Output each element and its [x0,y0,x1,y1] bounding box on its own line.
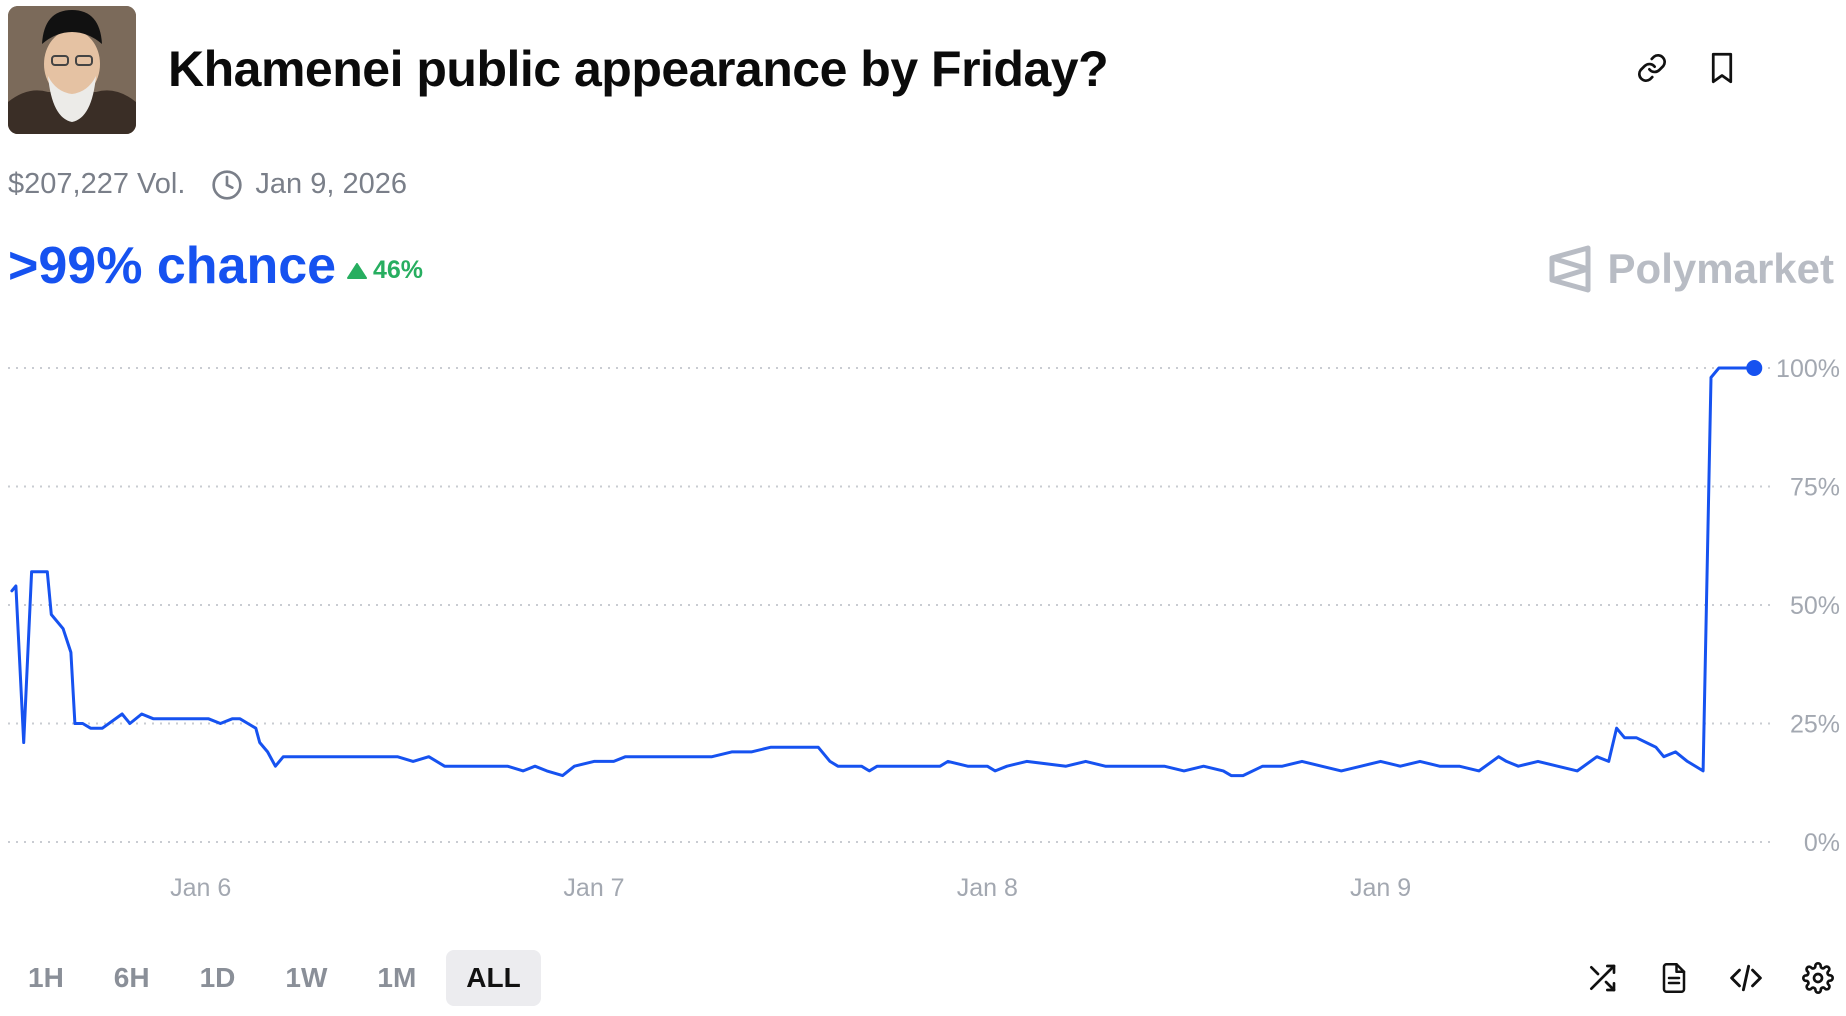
document-icon[interactable] [1654,958,1694,998]
chance-value: >99% chance [8,237,337,295]
polymarket-logo-icon [1549,245,1591,293]
y-tick-label: 0% [1804,829,1840,857]
brand-name: Polymarket [1607,245,1834,292]
end-date-text: Jan 9, 2026 [255,168,407,200]
x-tick-label: Jan 8 [957,874,1018,902]
time-range-selector: 1H 6H 1D 1W 1M ALL [8,950,551,1006]
gear-icon[interactable] [1798,958,1838,998]
link-icon[interactable] [1632,48,1672,88]
bookmark-icon[interactable] [1702,48,1742,88]
range-1d[interactable]: 1D [199,962,236,993]
series-end-point [1746,360,1763,376]
shuffle-icon[interactable] [1582,958,1622,998]
y-tick-label: 75% [1790,474,1840,502]
chance-change-value: 46% [373,256,424,284]
market-avatar [8,6,136,134]
y-tick-label: 25% [1790,711,1840,739]
x-tick-label: Jan 6 [170,874,231,902]
clock-icon [211,169,243,201]
range-1m[interactable]: 1M [377,962,417,993]
series-line [10,366,1756,778]
x-tick-label: Jan 7 [563,874,624,902]
market-title: Khamenei public appearance by Friday? [168,41,1109,97]
y-tick-label: 50% [1790,592,1840,620]
code-icon[interactable] [1726,958,1766,998]
volume-text: $207,227 Vol. [8,168,186,200]
market-avatar-image [8,6,136,134]
range-all[interactable]: ALL [446,950,541,1006]
triangle-up-icon [347,262,367,279]
range-1w[interactable]: 1W [285,962,328,993]
probability-chart: 100% 75% 50% 25% 0% Jan 6 Jan 7 Jan 8 Jan 9 [8,355,1840,902]
y-tick-label: 100% [1776,355,1840,383]
range-1h[interactable]: 1H [28,962,64,993]
range-6h[interactable]: 6H [113,962,150,993]
x-tick-label: Jan 9 [1350,874,1411,902]
chance-change: 46% [347,256,423,285]
market-meta: $207,227 Vol. Jan 9, 2026 [8,168,407,201]
polymarket-brand: Polymarket [1548,244,1834,294]
